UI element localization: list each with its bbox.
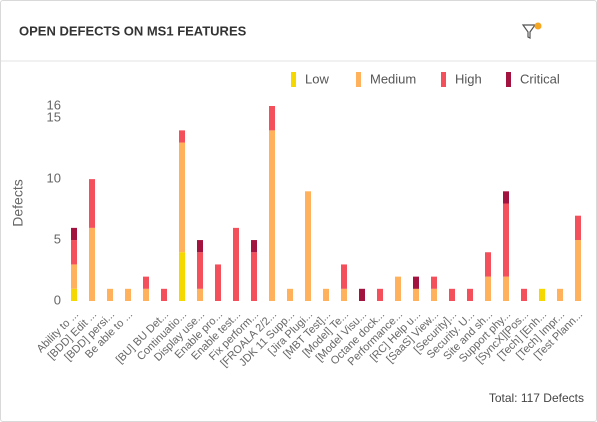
bar-segment: [179, 252, 185, 301]
bar-segment: [575, 215, 581, 241]
bar-segment: [449, 288, 455, 301]
y-tick-label: 15: [47, 110, 61, 125]
bar-segment: [377, 288, 383, 301]
legend-label: Critical: [520, 71, 560, 86]
bar-segment: [233, 227, 239, 301]
bar-segment: [413, 288, 419, 301]
bar-segment: [71, 288, 77, 301]
bar-segment: [557, 288, 563, 301]
bar-segment: [395, 276, 401, 301]
bar-segment: [287, 288, 293, 301]
y-tick-label: 0: [54, 292, 61, 307]
bar-segment: [269, 106, 275, 131]
filter-icon[interactable]: [521, 22, 542, 39]
y-tick-label: 16: [47, 97, 61, 112]
bar-segment: [305, 191, 311, 301]
legend-swatch: [441, 72, 446, 87]
bar-segment: [359, 288, 365, 301]
bar-segment: [71, 264, 77, 289]
legend-swatch: [506, 72, 511, 87]
bar-segment: [89, 179, 95, 228]
bar-segment: [539, 288, 545, 301]
bar-segment: [431, 276, 437, 289]
bar-segment: [575, 240, 581, 301]
bar-segment: [269, 130, 275, 301]
bar-segment: [197, 288, 203, 301]
widget-title: OPEN DEFECTS ON MS1 FEATURES: [19, 23, 247, 38]
total-label: Total: 117 Defects: [489, 391, 584, 405]
bar-segment: [71, 227, 77, 241]
bar-segment: [125, 288, 131, 301]
bar-segment: [521, 288, 527, 301]
legend-swatch: [356, 72, 361, 87]
bar-segment: [431, 288, 437, 301]
bar-segment: [251, 252, 257, 301]
bar-segment: [485, 252, 491, 277]
bar-segment: [215, 264, 221, 301]
bar-segment: [197, 252, 203, 289]
bar-segment: [323, 288, 329, 301]
bar-segment: [71, 240, 77, 265]
bar-segment: [89, 227, 95, 301]
legend-label: Medium: [370, 71, 416, 86]
bar-segment: [467, 288, 473, 301]
bar-segment: [143, 276, 149, 289]
bar-segment: [197, 240, 203, 253]
bar-segment: [503, 203, 509, 277]
bar-segment: [485, 276, 491, 301]
legend-label: High: [455, 71, 482, 86]
bar-segment: [503, 276, 509, 301]
bar-segment: [251, 240, 257, 253]
bar-segment: [143, 288, 149, 301]
bar-segment: [179, 142, 185, 253]
y-tick-label: 5: [54, 232, 61, 247]
legend-label: Low: [305, 71, 329, 86]
bar-segment: [161, 288, 167, 301]
bar-segment: [341, 264, 347, 289]
y-tick-label: 10: [47, 171, 61, 186]
bar-segment: [179, 130, 185, 143]
y-axis-label: Defects: [10, 179, 26, 226]
bar-segment: [503, 191, 509, 204]
bar-segment: [413, 276, 419, 289]
legend-swatch: [291, 72, 296, 87]
bar-segment: [341, 288, 347, 301]
bar-segment: [107, 288, 113, 301]
